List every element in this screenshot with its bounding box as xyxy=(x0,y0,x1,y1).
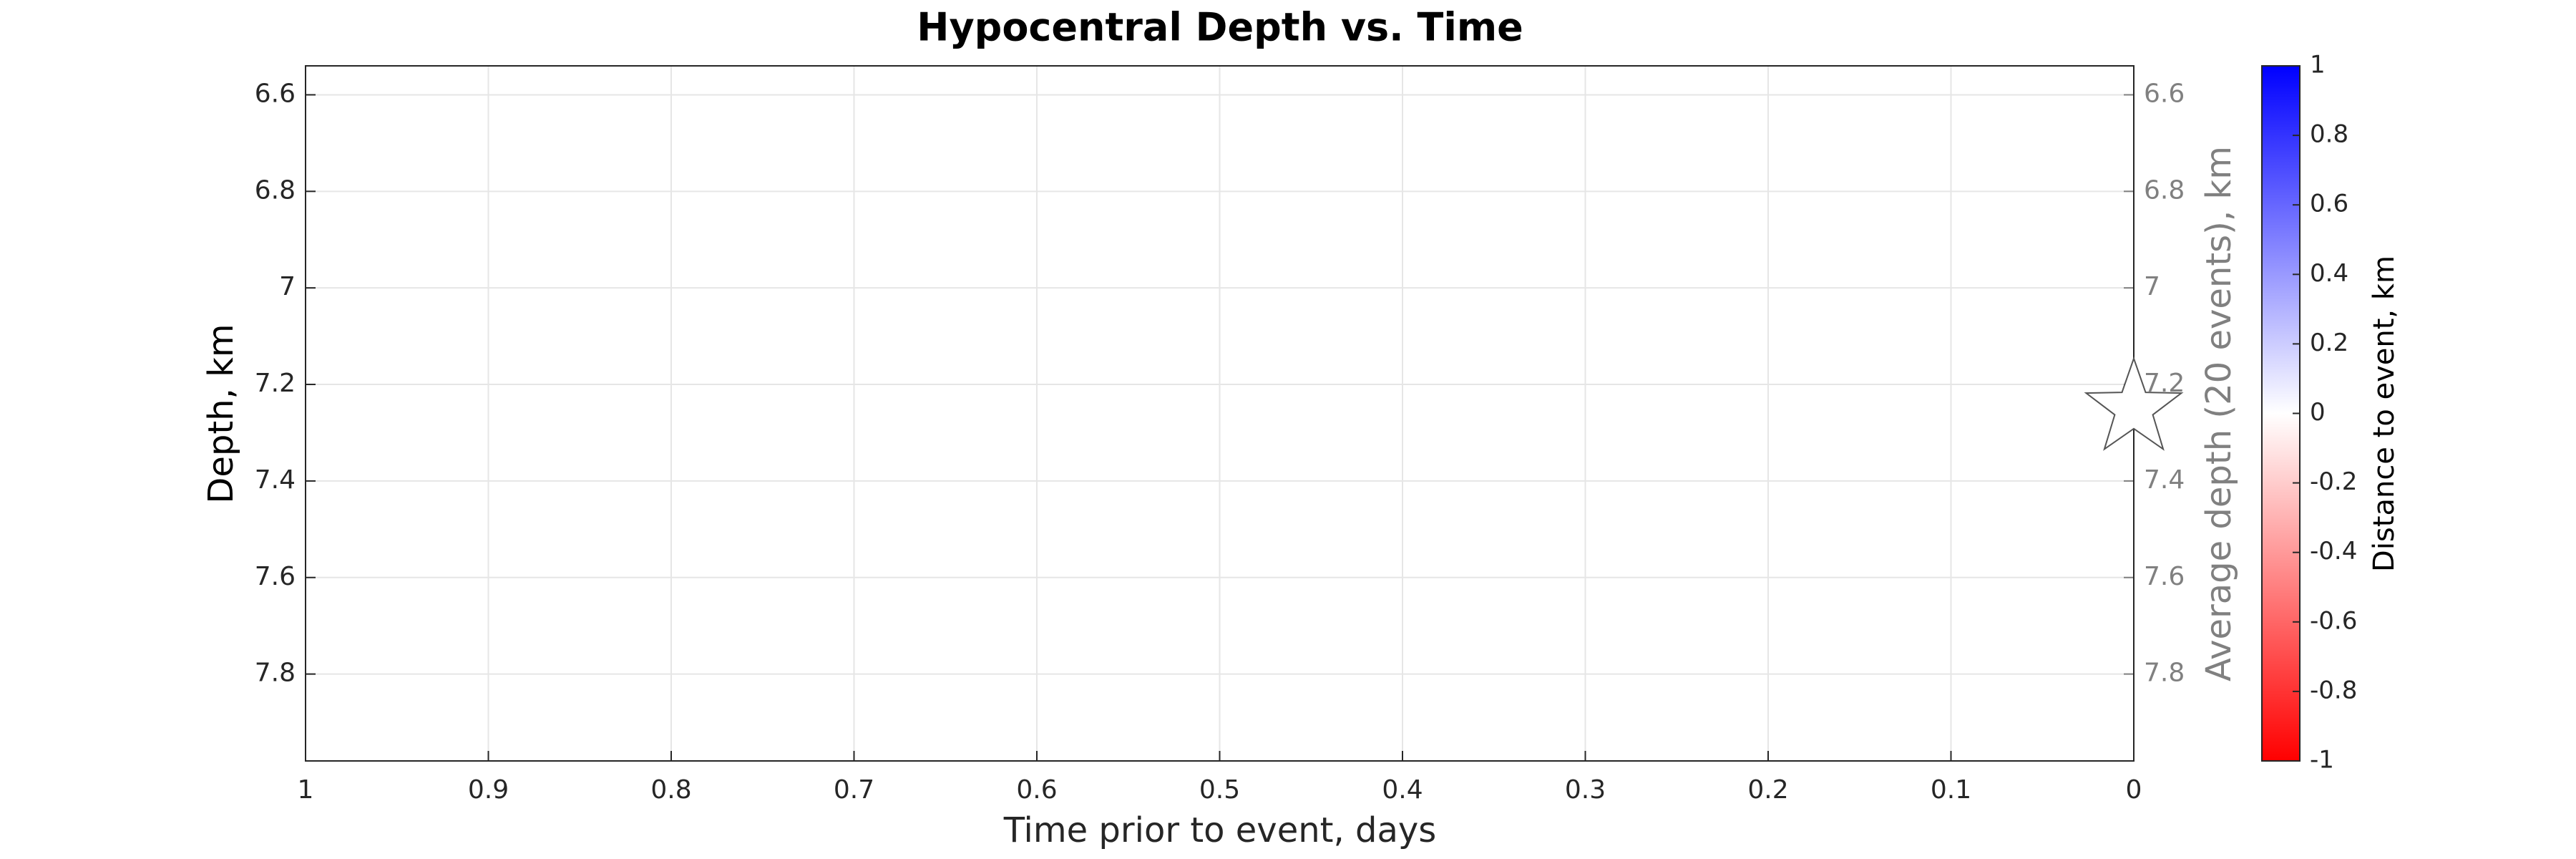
colorbar-tick-label: -0.2 xyxy=(2310,467,2357,496)
colorbar-tick-label: 0.4 xyxy=(2310,259,2348,288)
y2-tick-label: 7.6 xyxy=(2144,562,2185,591)
x-tick-label: 0.2 xyxy=(1747,775,1788,805)
chart-title: Hypocentral Depth vs. Time xyxy=(917,5,1523,50)
y2-tick-label: 6.6 xyxy=(2144,79,2185,108)
y-tick-label: 6.6 xyxy=(255,79,296,108)
colorbar-tick-label: -0.4 xyxy=(2310,537,2357,566)
y-tick-label: 7.6 xyxy=(255,562,296,591)
star-marker xyxy=(2084,356,2184,451)
x-tick-label: 0.7 xyxy=(834,775,874,805)
colorbar-tick-label: -0.8 xyxy=(2310,676,2357,704)
colorbar-tick-label: 0 xyxy=(2310,398,2326,427)
y-tick-label: 7.8 xyxy=(255,659,296,688)
y2-tick-label: 6.8 xyxy=(2144,175,2185,205)
x-tick-label: 0.8 xyxy=(650,775,691,805)
y2-tick-label: 7.8 xyxy=(2144,659,2185,688)
y2-tick-label: 7.4 xyxy=(2144,465,2185,495)
x-axis-label: Time prior to event, days xyxy=(1003,810,1437,850)
x-tick-label: 0.5 xyxy=(1199,775,1240,805)
x-tick-label: 0.4 xyxy=(1382,775,1423,805)
x-tick-label: 0.6 xyxy=(1016,775,1057,805)
colorbar-tick-label: 0.6 xyxy=(2310,190,2348,218)
colorbar-tick-label: 0.2 xyxy=(2310,329,2348,357)
y-tick-label: 7.2 xyxy=(255,369,296,398)
x-tick-label: 0 xyxy=(2126,775,2142,805)
x-tick-label: 0.3 xyxy=(1565,775,1606,805)
colorbar-tick-label: -0.6 xyxy=(2310,606,2357,635)
colorbar-tick-label: -1 xyxy=(2310,746,2334,775)
x-tick-label: 1 xyxy=(298,775,314,805)
y-tick-label: 7.4 xyxy=(255,465,296,495)
x-tick-label: 0.9 xyxy=(468,775,509,805)
x-tick-label: 0.1 xyxy=(1931,775,1971,805)
colorbar-tick-label: 1 xyxy=(2310,51,2326,79)
y-axis-label: Depth, km xyxy=(201,324,241,503)
y-tick-label: 6.8 xyxy=(255,175,296,205)
y-tick-label: 7 xyxy=(279,272,296,301)
y2-tick-label: 7 xyxy=(2144,272,2160,301)
colorbar-tick-label: 0.8 xyxy=(2310,120,2348,149)
y2-axis-label: Average depth (20 events), km xyxy=(2199,146,2239,681)
colorbar-label: Distance to event, km xyxy=(2368,256,2401,572)
